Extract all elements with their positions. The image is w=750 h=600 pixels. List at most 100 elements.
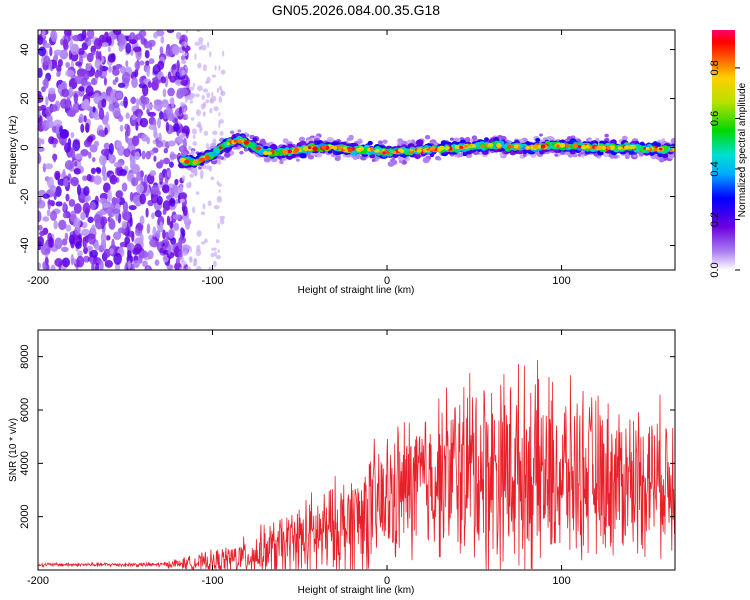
noise-blob [77, 48, 85, 56]
noise-blob [154, 209, 162, 218]
noise-dot [198, 37, 204, 43]
noise-blob [93, 92, 101, 105]
noise-blob [146, 266, 150, 270]
noise-dot [209, 50, 212, 58]
noise-blob [169, 97, 174, 105]
noise-blob [64, 160, 74, 170]
noise-dot [190, 117, 195, 121]
noise-blob [142, 260, 148, 268]
noise-dot [213, 205, 220, 210]
noise-blob [85, 122, 90, 133]
noise-blob [47, 199, 55, 206]
signal-blob [624, 145, 630, 150]
signal-blob [624, 153, 631, 158]
noise-blob [107, 46, 111, 53]
noise-dot [202, 88, 209, 93]
noise-blob [98, 154, 107, 166]
noise-blob [45, 96, 49, 106]
noise-blob [72, 139, 81, 152]
signal-blob [535, 137, 541, 142]
snr-x-ticks: -200 -100 0 100 [27, 330, 571, 587]
noise-blob [172, 214, 181, 220]
noise-dot [206, 92, 211, 98]
noise-blob [143, 174, 149, 185]
noise-blob [80, 148, 89, 157]
noise-blob [105, 36, 112, 44]
spectrogram-x-tick-label: 0 [384, 275, 390, 287]
noise-blob [75, 61, 82, 67]
noise-blob [115, 91, 123, 100]
noise-blob [59, 98, 69, 109]
signal-blob [454, 144, 460, 150]
signal-blob [632, 154, 637, 158]
noise-blob [125, 60, 129, 68]
noise-blob [174, 178, 179, 186]
signal-blob [179, 157, 186, 163]
noise-blob [153, 31, 158, 39]
noise-blob [126, 124, 131, 137]
noise-blob [70, 131, 75, 139]
signal-blob [559, 143, 566, 148]
noise-blob [63, 142, 71, 153]
noise-blob [113, 252, 122, 265]
noise-blob [112, 30, 122, 36]
noise-blob [38, 106, 43, 112]
noise-blob [180, 227, 184, 235]
noise-blob [38, 110, 41, 118]
chart-title: GN05.2026.084.00.35.G18 [271, 2, 441, 18]
signal-blob [430, 146, 436, 151]
noise-dot [189, 246, 192, 253]
noise-blob [178, 106, 183, 115]
signal-blob [577, 145, 582, 149]
noise-dot [206, 143, 209, 150]
signal-blob [493, 136, 499, 142]
noise-blob [38, 195, 42, 205]
noise-dot [195, 249, 202, 257]
noise-blob [43, 55, 51, 66]
noise-blob [65, 69, 75, 78]
snr-y-label: SNR (10 * v/v) [8, 418, 19, 482]
noise-blob [68, 234, 76, 245]
noise-dot [210, 176, 215, 181]
signal-blob [347, 148, 353, 153]
noise-blob [172, 123, 180, 132]
noise-blob [125, 42, 132, 54]
noise-blob [170, 237, 177, 245]
noise-blob [108, 142, 114, 155]
noise-blob [38, 35, 44, 46]
noise-blob [144, 49, 150, 59]
noise-blob [98, 107, 105, 120]
signal-blob [248, 142, 256, 149]
colorbar-tick-label: 0.2 [709, 212, 721, 227]
noise-blob [172, 184, 179, 194]
signal-blob [463, 144, 468, 148]
signal-blob [369, 153, 375, 159]
noise-blob [95, 50, 100, 61]
noise-blob [80, 123, 85, 133]
noise-blob [128, 204, 137, 211]
noise-blob [74, 153, 83, 160]
noise-blob [45, 119, 54, 129]
noise-blob [78, 113, 84, 124]
noise-blob [146, 136, 150, 145]
signal-blob [424, 134, 431, 140]
signal-blob [621, 135, 628, 141]
noise-blob [88, 151, 92, 159]
noise-blob [66, 109, 76, 117]
noise-blob [141, 134, 149, 142]
noise-blob [146, 223, 151, 234]
signal-blob [653, 148, 658, 152]
signal-blob [416, 148, 423, 153]
signal-blob [572, 143, 578, 149]
noise-dot [220, 69, 226, 75]
spectrogram-x-tick-label: -100 [202, 275, 224, 287]
noise-blob [82, 175, 88, 181]
noise-dot [181, 175, 186, 182]
noise-blob [84, 196, 89, 204]
colorbar-tick-label: 0.8 [709, 60, 721, 75]
signal-blob [454, 154, 459, 158]
noise-blob [83, 186, 90, 196]
noise-blob [53, 49, 63, 56]
noise-blob [49, 184, 57, 194]
noise-blob [118, 44, 124, 52]
